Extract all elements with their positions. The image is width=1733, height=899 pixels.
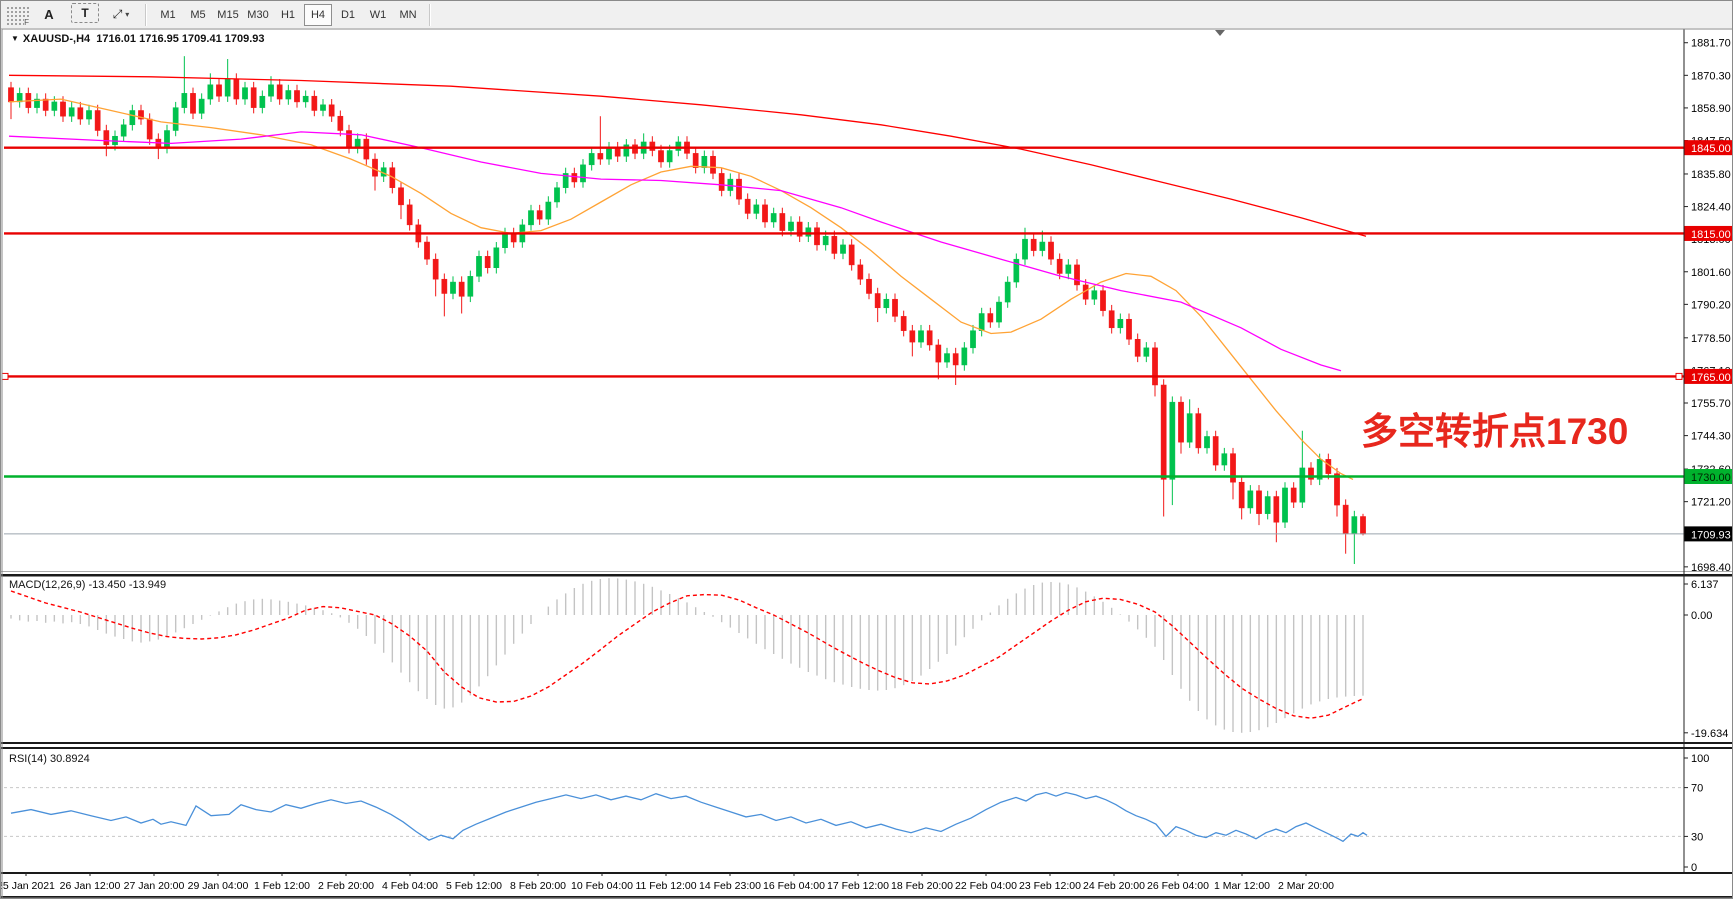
- price-tick: 1778.50: [1691, 333, 1731, 345]
- date-label: 22 Feb 04:00: [955, 880, 1017, 892]
- toolbar-grip[interactable]: F: [5, 4, 29, 27]
- macd-tick: -19.634: [1691, 728, 1728, 740]
- timeframe-d1[interactable]: D1: [340, 8, 356, 21]
- price-tick: 1881.70: [1691, 38, 1731, 50]
- price-tick: 1790.20: [1691, 299, 1731, 311]
- rsi-pane: [4, 787, 1684, 843]
- timeframe-m15[interactable]: M15: [217, 8, 239, 21]
- level-price-label: [1684, 368, 1732, 384]
- pane-separator: [1, 742, 1732, 744]
- toolbar-separator: [145, 3, 147, 26]
- date-label: 2 Feb 20:00: [318, 880, 374, 892]
- date-label: 27 Jan 20:00: [124, 880, 185, 892]
- timeframe-mn[interactable]: MN: [399, 8, 417, 21]
- text-tool-button[interactable]: T: [71, 2, 99, 23]
- symbol-name: XAUUSD-,H4: [22, 33, 91, 45]
- timeframe-h4[interactable]: H4: [304, 3, 332, 26]
- pane-separator: [1, 896, 1732, 898]
- macd-tick: 6.137: [1691, 579, 1719, 591]
- toolbar-separator-2: [429, 3, 431, 26]
- chart-frame: [1, 28, 1732, 898]
- date-label: 1 Mar 12:00: [1214, 880, 1270, 892]
- ma-fast-orange: [8, 98, 1354, 480]
- date-label: 24 Feb 20:00: [1083, 880, 1145, 892]
- toolbar: F A T ⤢ ▾ M1 M5 M15 M30 H1 H4 D1 W1 MN: [1, 1, 1732, 29]
- svg-text:1845.00: 1845.00: [1691, 143, 1731, 155]
- price-tick: 1835.80: [1691, 169, 1731, 181]
- date-label: 5 Feb 12:00: [446, 880, 502, 892]
- annotate-a-button[interactable]: A: [44, 7, 54, 22]
- rsi-tick: 100: [1691, 753, 1709, 765]
- date-label: 18 Feb 20:00: [891, 880, 953, 892]
- svg-text:1815.00: 1815.00: [1691, 229, 1731, 241]
- chart-shift-marker[interactable]: [1215, 30, 1225, 36]
- tool-buttons: A T ⤢ ▾: [31, 2, 139, 27]
- pane-separator: [1, 571, 1732, 572]
- price-axis[interactable]: 1881.701870.301858.901847.501835.801824.…: [1683, 29, 1733, 874]
- pane-separator: [1, 872, 1732, 874]
- level-handle[interactable]: [1675, 372, 1683, 380]
- chart-dropdown-icon[interactable]: ▼: [11, 34, 19, 43]
- date-label: 17 Feb 12:00: [827, 880, 889, 892]
- date-label: 26 Feb 04:00: [1147, 880, 1209, 892]
- date-label: 16 Feb 04:00: [763, 880, 825, 892]
- pane-separator: [1, 747, 1732, 749]
- macd-pane: [10, 578, 1364, 733]
- timeframe-m5[interactable]: M5: [190, 8, 206, 21]
- date-label: 14 Feb 23:00: [699, 880, 761, 892]
- timeframe-h1[interactable]: H1: [280, 8, 296, 21]
- price-tick: 1824.40: [1691, 202, 1731, 214]
- symbol-ohlc: 1716.01 1716.95 1709.41 1709.93: [96, 33, 265, 45]
- date-label: 2 Mar 20:00: [1278, 880, 1334, 892]
- rsi-tick: 0: [1691, 862, 1697, 874]
- price-tick: 1755.70: [1691, 398, 1731, 410]
- price-tick: 1744.30: [1691, 431, 1731, 443]
- date-label: 10 Feb 04:00: [571, 880, 633, 892]
- date-label: 11 Feb 12:00: [635, 880, 696, 892]
- rsi-line: [10, 791, 1368, 843]
- rsi-tick: 70: [1691, 783, 1703, 795]
- timeframe-m30[interactable]: M30: [247, 8, 269, 21]
- date-label: 4 Feb 04:00: [382, 880, 438, 892]
- svg-text:1765.00: 1765.00: [1691, 372, 1731, 384]
- price-tick: 1721.20: [1691, 497, 1731, 509]
- date-label: 1 Feb 12:00: [254, 880, 310, 892]
- current-price-label: [1684, 526, 1732, 542]
- svg-text:1709.93: 1709.93: [1691, 529, 1731, 541]
- level-price-label: [1684, 140, 1732, 156]
- macd-indicator-label: MACD(12,26,9) -13.450 -13.949: [9, 579, 167, 591]
- macd-signal-line: [10, 590, 1364, 719]
- date-label: 8 Feb 20:00: [510, 880, 566, 892]
- timeframe-m1[interactable]: M1: [160, 8, 176, 21]
- chart-annotation-text[interactable]: 多空转折点1730: [1361, 411, 1629, 452]
- price-tick: 1858.90: [1691, 103, 1731, 115]
- date-label: 29 Jan 04:00: [188, 880, 249, 892]
- level-handle[interactable]: [1, 372, 9, 380]
- rsi-indicator-label: RSI(14) 30.8924: [9, 753, 90, 765]
- price-tick: 1698.40: [1691, 562, 1731, 574]
- timeframe-w1[interactable]: W1: [369, 8, 387, 21]
- date-axis[interactable]: 25 Jan 2021 26 Jan 12:00 27 Jan 20:00 29 Ja…: [1, 872, 1334, 892]
- ma-slow-red: [8, 74, 1367, 237]
- pane-separator: [1, 574, 1732, 577]
- arrows-tool-button[interactable]: ⤢ ▾: [112, 7, 130, 21]
- svg-text:1730.00: 1730.00: [1691, 472, 1731, 484]
- ma-mid-magenta: [8, 131, 1342, 372]
- price-tick: 1801.60: [1691, 267, 1731, 279]
- level-price-label: [1684, 468, 1732, 484]
- horizontal-levels[interactable]: [1, 146, 1684, 478]
- macd-tick: 0.00: [1691, 610, 1712, 622]
- date-label: 26 Jan 12:00: [60, 880, 121, 892]
- timeframe-buttons: M1 M5 M15 M30 H1 H4 D1 W1 MN: [153, 3, 423, 26]
- date-label: 25 Jan 2021: [1, 880, 55, 892]
- rsi-tick: 30: [1691, 831, 1703, 843]
- symbol-title[interactable]: ▼ XAUUSD-,H4 1716.01 1716.95 1709.41 1709…: [11, 33, 265, 45]
- level-price-label: [1684, 225, 1732, 241]
- price-tick: 1870.30: [1691, 70, 1731, 82]
- date-label: 23 Feb 12:00: [1019, 880, 1081, 892]
